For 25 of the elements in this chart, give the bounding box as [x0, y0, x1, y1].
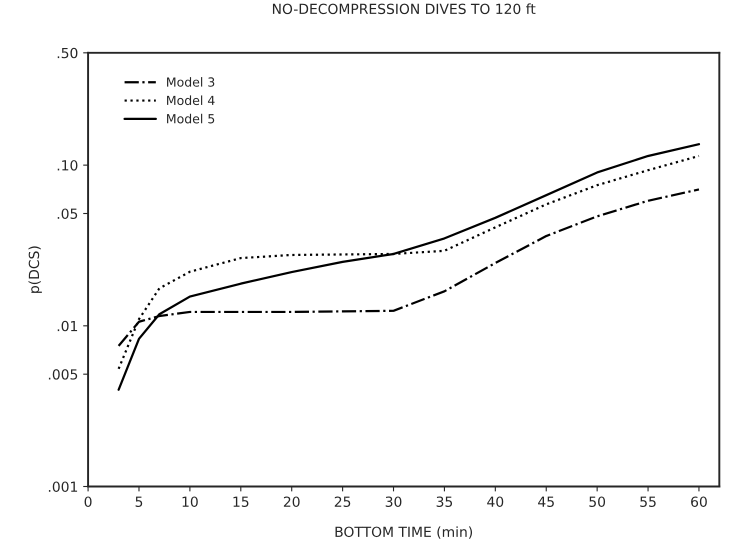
x-tick-label: 50: [589, 496, 606, 507]
x-tick-label: 60: [691, 496, 707, 507]
x-tick-label: 15: [233, 496, 248, 507]
x-tick-label: 25: [334, 496, 350, 507]
x-axis-title: BOTTOM TIME (min): [336, 526, 472, 539]
y-tick-label: .005: [48, 369, 78, 380]
y-axis-title: p(DCS): [28, 246, 42, 293]
legend-label: Model 3: [167, 77, 214, 87]
chart-title: NO-DECOMPRESSION DIVES TO 120 ft: [272, 3, 536, 14]
x-tick-label: 20: [284, 496, 300, 507]
x-tick-label: 30: [386, 496, 402, 507]
x-tick-label: 55: [640, 496, 656, 507]
legend-label: Model 4: [167, 95, 215, 106]
y-tick-label: .01: [58, 320, 78, 332]
x-tick-label: 5: [136, 496, 142, 507]
x-tick-label: 45: [538, 496, 554, 507]
y-tick-label: .001: [48, 481, 78, 492]
x-tick-label: 40: [487, 496, 504, 507]
x-tick-label: 35: [436, 496, 452, 507]
y-tick-label: .50: [58, 48, 78, 58]
y-tick-label: .05: [58, 208, 78, 219]
legend-label: Model 5: [167, 114, 214, 124]
x-tick-label: 10: [182, 496, 198, 507]
x-tick-label: 0: [84, 496, 92, 507]
y-tick-label: .10: [58, 160, 78, 171]
